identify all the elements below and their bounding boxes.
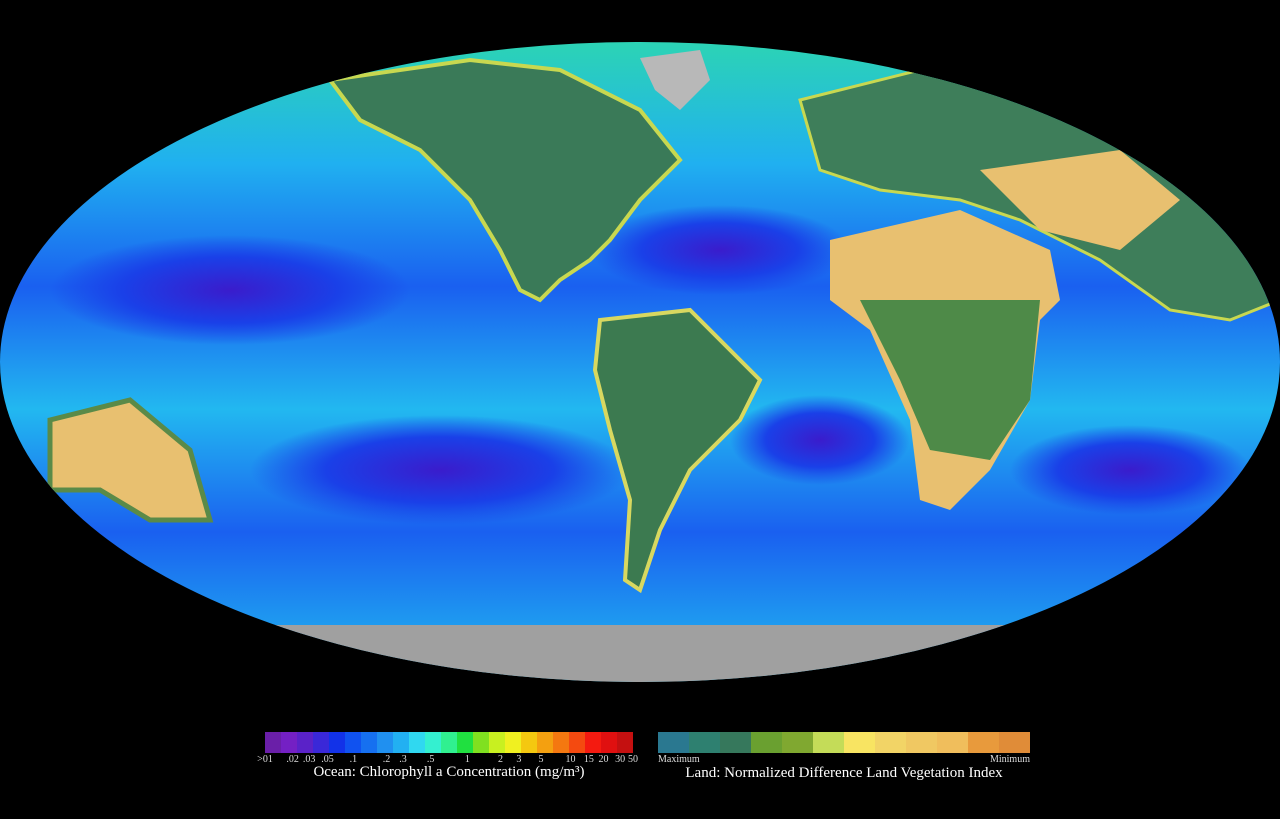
color-swatch (473, 732, 489, 753)
south-atlantic-gyre (730, 395, 910, 485)
color-swatch (361, 732, 377, 753)
land-min-label: Minimum (989, 754, 1030, 765)
color-swatch (720, 732, 751, 753)
ocean-tick-label: .02 (286, 754, 299, 765)
greenland (640, 50, 710, 110)
ocean-tick-label: 2 (498, 754, 504, 765)
color-swatch (937, 732, 968, 753)
ocean-color-bar (265, 732, 633, 753)
ocean-tick-label: 10 (565, 754, 576, 765)
ocean-tick-label: .3 (399, 754, 407, 765)
land-max-label: Maximum (658, 754, 700, 765)
south-america (592, 307, 763, 594)
color-swatch (537, 732, 553, 753)
color-swatch (505, 732, 521, 753)
north-atlantic-gyre (590, 205, 850, 295)
land-legend-caption: Land: Normalized Difference Land Vegetat… (685, 765, 1003, 781)
color-swatch (521, 732, 537, 753)
ocean-tick-label: .5 (426, 754, 435, 765)
color-swatch (441, 732, 457, 753)
color-swatch (345, 732, 361, 753)
color-swatch (999, 732, 1030, 753)
color-swatch (658, 732, 689, 753)
color-swatch (569, 732, 585, 753)
color-swatch (313, 732, 329, 753)
antarctica (0, 625, 1280, 682)
color-swatch (281, 732, 297, 753)
ocean-tick-label: >01 (257, 754, 273, 765)
color-swatch (393, 732, 409, 753)
ocean-tick-label: 1 (464, 754, 470, 765)
ocean-tick-label: 5 (538, 754, 544, 765)
ocean-tick-label: 3 (516, 754, 522, 765)
color-swatch (425, 732, 441, 753)
ocean-tick-label: 15 (583, 754, 594, 765)
north-america (326, 57, 683, 303)
color-swatch (906, 732, 937, 753)
land-ndvi-legend: Maximum Minimum Land: Normalized Differe… (658, 732, 1030, 782)
asia-desert (980, 150, 1180, 250)
color-swatch (553, 732, 569, 753)
color-swatch (875, 732, 906, 753)
ocean-tick-label: 50 (628, 754, 638, 765)
south-pacific-gyre (250, 415, 630, 525)
color-swatch (782, 732, 813, 753)
color-swatch (751, 732, 782, 753)
color-swatch (968, 732, 999, 753)
color-swatch (489, 732, 505, 753)
color-swatch (457, 732, 473, 753)
color-swatch (329, 732, 345, 753)
ocean-tick-labels: >01 .02.03 .05 .1 .2 .3 .5 1 2 3 5 10 15 20 30 50 (257, 753, 638, 765)
ocean-tick-label: .03 (302, 754, 316, 765)
ocean-tick-label: .2 (382, 754, 391, 765)
color-swatch (265, 732, 281, 753)
ocean-chlorophyll-legend: >01 .02.03 .05 .1 .2 .3 .5 1 2 3 5 10 15 20 30 50 Ocean… (257, 732, 638, 781)
color-swatch (585, 732, 601, 753)
color-swatch (297, 732, 313, 753)
ocean-tick-label: .1 (349, 754, 358, 765)
australia (47, 397, 214, 523)
ocean-tick-label: .05 (321, 754, 334, 765)
color-swatch (409, 732, 425, 753)
color-swatch (689, 732, 720, 753)
color-swatch (377, 732, 393, 753)
color-swatch (617, 732, 633, 753)
indian-ocean-gyre (1010, 425, 1250, 515)
ocean-tick-label: 30 (615, 754, 626, 765)
color-swatch (601, 732, 617, 753)
africa-vegetation (860, 300, 1040, 460)
color-swatch (813, 732, 844, 753)
land-color-bar (658, 732, 1030, 753)
color-swatch (844, 732, 875, 753)
ocean-tick-label: 20 (598, 754, 609, 765)
north-pacific-gyre (50, 235, 410, 345)
ocean-legend-caption: Ocean: Chlorophyll a Concentration (mg/m… (313, 764, 585, 780)
